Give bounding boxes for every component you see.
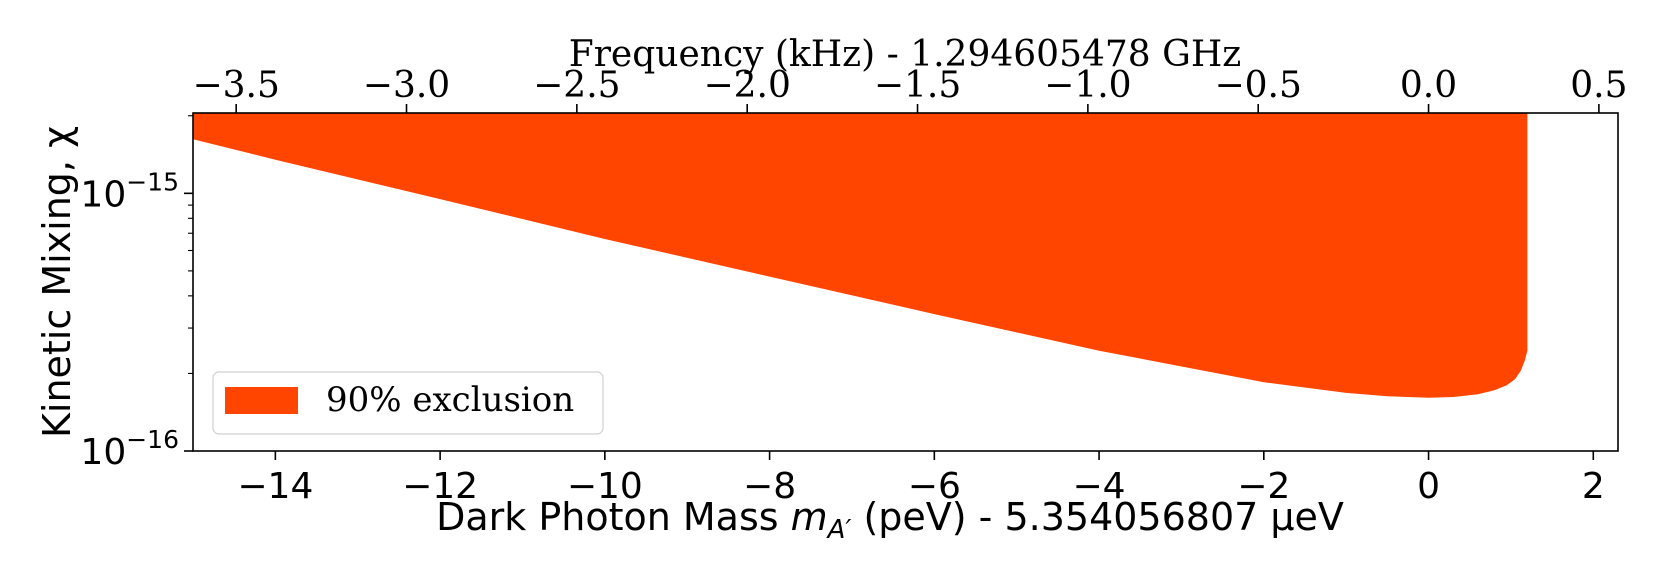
y-axis-label: Kinetic Mixing, χ <box>35 126 79 438</box>
top-axis-ticks: −3.5 −3.0 −2.5 −2.0 −1.5 −1.0 −0.5 0.0 0.5 <box>192 65 1628 113</box>
x-axis-label: Dark Photon Mass mA′ (peV) - 5.354056807… <box>436 495 1344 545</box>
top-tick-label: −3.5 <box>192 65 279 106</box>
x-tick-label: −6 <box>908 466 961 507</box>
y-tick-label: 10−15 <box>80 167 179 215</box>
x-axis-label-symbol: m <box>791 495 828 539</box>
top-tick-label: −2.5 <box>533 65 620 106</box>
top-tick-label: −1.5 <box>874 65 961 106</box>
x-axis-ticks: −14 −12 −10 −8 −6 −4 −2 0 2 <box>237 451 1605 507</box>
y-tick-label: 10−16 <box>80 425 179 473</box>
x-tick-label: 2 <box>1582 466 1605 507</box>
x-tick-label: −2 <box>1237 466 1290 507</box>
plot-area <box>193 113 1528 398</box>
top-tick-label: 0.0 <box>1400 65 1457 106</box>
x-tick-label: −12 <box>402 466 478 507</box>
legend-label-90-exclusion: 90% exclusion <box>326 380 574 420</box>
x-tick-label: −10 <box>567 466 643 507</box>
exclusion-region <box>193 113 1528 398</box>
y-axis-ticks: 10−15 10−16 <box>80 115 193 473</box>
top-tick-label: −0.5 <box>1214 65 1301 106</box>
top-tick-label: 0.5 <box>1570 65 1627 106</box>
top-tick-label: −1.0 <box>1044 65 1131 106</box>
x-axis-label-prefix: Dark Photon Mass <box>436 495 791 539</box>
top-tick-label: −3.0 <box>363 65 450 106</box>
legend-box <box>212 371 604 435</box>
x-axis-label-suffix: (peV) - 5.354056807 μeV <box>851 495 1344 539</box>
legend-swatch-90-exclusion <box>225 387 298 414</box>
top-tick-label: −2.0 <box>703 65 790 106</box>
legend: 90% exclusion <box>212 371 604 435</box>
axes-frame <box>192 112 1619 452</box>
x-tick-label: −8 <box>743 466 796 507</box>
x-axis-label-subscript: A′ <box>826 515 852 545</box>
x-tick-label: 0 <box>1417 466 1440 507</box>
x-tick-label: −4 <box>1073 466 1126 507</box>
x-tick-label: −14 <box>237 466 313 507</box>
top-axis-label: Frequency (kHz) - 1.294605478 GHz <box>569 34 1242 75</box>
